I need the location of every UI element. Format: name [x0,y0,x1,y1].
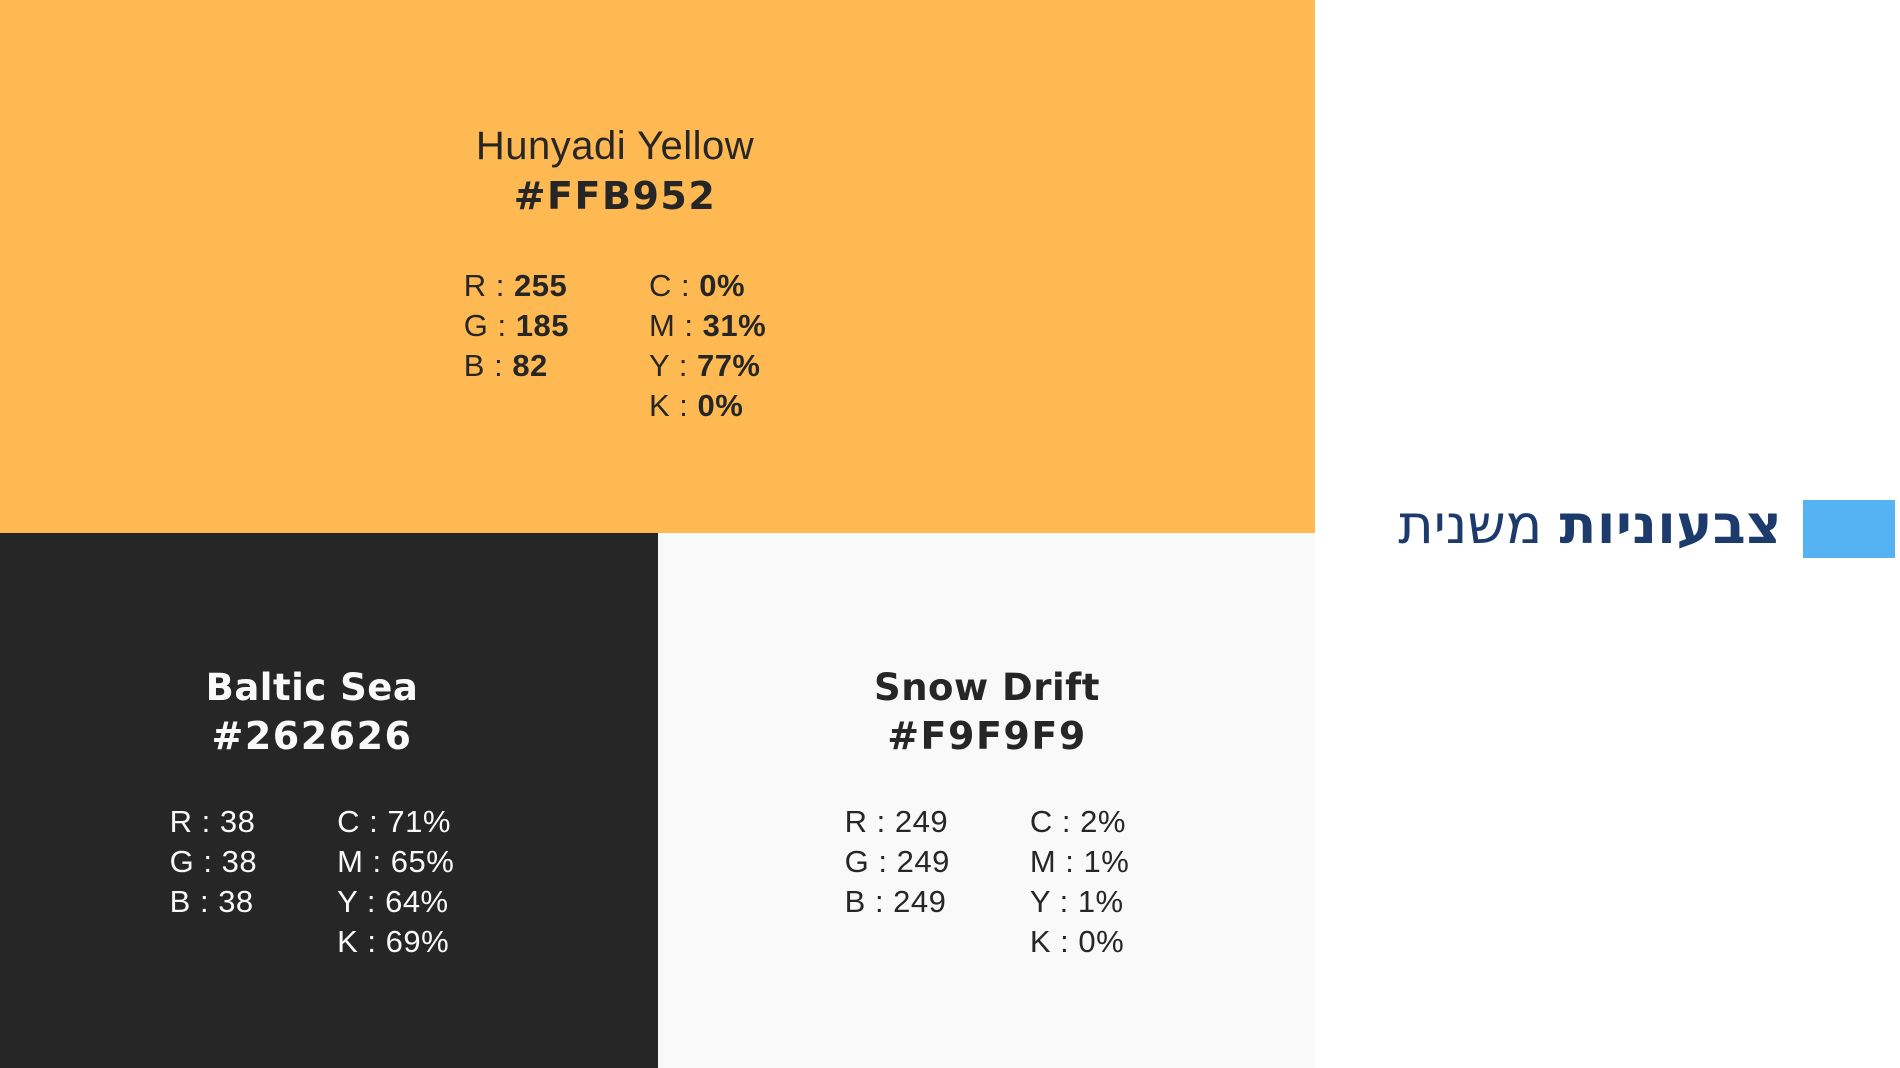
rgb-column: R : 249 G : 249 B : 249 [845,802,950,962]
rgb-label: G : [169,843,222,879]
color-values: R : 255 G : 185 B : 82 C : 0% M : 31% Y … [365,266,865,426]
rgb-row: B : 82 [464,346,569,386]
color-card-content: Snow Drift #F9F9F9 R : 249 G : 249 B : 2… [787,666,1187,962]
cmyk-row: M : 1% [1030,842,1129,882]
cmyk-value: 69% [385,923,450,959]
rgb-label: R : [169,803,220,839]
rgb-value: 249 [896,843,950,879]
color-card-content: Hunyadi Yellow #FFB952 R : 255 G : 185 B… [365,122,865,426]
cmyk-row: C : 0% [649,266,766,306]
rgb-label: B : [463,347,513,383]
rgb-row: B : 249 [845,882,950,922]
cmyk-row: M : 31% [649,306,766,346]
section-title-bold-word: צבעוניות [1559,493,1782,556]
cmyk-column: C : 0% M : 31% Y : 77% K : 0% [649,266,766,426]
cmyk-label: Y : [337,883,386,919]
color-hex-code: #F9F9F9 [887,714,1087,759]
cmyk-value: 0% [699,267,746,303]
cmyk-value: 1% [1083,843,1130,879]
section-title-regular-word: משנית [1398,493,1543,556]
cmyk-value: 0% [1078,923,1125,959]
rgb-row: R : 38 [170,802,257,842]
color-card-hunyadi-yellow: Hunyadi Yellow #FFB952 R : 255 G : 185 B… [0,0,1315,533]
rgb-row: R : 255 [464,266,569,306]
cmyk-label: Y : [1029,883,1078,919]
color-card-baltic-sea: Baltic Sea #262626 R : 38 G : 38 B : 38 … [0,533,658,1068]
cmyk-label: M : [1029,843,1084,879]
cmyk-row: M : 65% [337,842,454,882]
color-name: Hunyadi Yellow [475,124,755,168]
color-values: R : 38 G : 38 B : 38 C : 71% M : 65% Y :… [112,802,512,962]
cmyk-row: Y : 77% [649,346,766,386]
cmyk-value: 31% [702,307,767,343]
rgb-row: B : 38 [170,882,257,922]
rgb-row: G : 185 [464,306,569,346]
cmyk-row: K : 0% [1030,922,1129,962]
cmyk-value: 77% [696,347,761,383]
cmyk-row: C : 2% [1030,802,1129,842]
cmyk-value: 1% [1077,883,1124,919]
rgb-label: R : [844,803,895,839]
rgb-value: 249 [894,803,949,839]
rgb-value: 38 [218,883,254,919]
cmyk-label: Y : [648,347,697,383]
cmyk-value: 65% [390,843,455,879]
rgb-label: R : [463,267,515,303]
cmyk-row: Y : 1% [1030,882,1129,922]
color-name: Baltic Sea [205,666,419,709]
rgb-row: R : 249 [845,802,950,842]
cmyk-row: Y : 64% [337,882,454,922]
cmyk-value: 64% [385,883,449,919]
rgb-column: R : 38 G : 38 B : 38 [170,802,257,962]
cmyk-row: K : 0% [649,386,766,426]
section-title: צבעוניות משנית [1398,493,1782,556]
cmyk-label: C : [337,803,388,839]
color-hex-code: #FFB952 [513,174,717,218]
rgb-label: G : [844,843,897,879]
rgb-value: 38 [221,843,258,879]
cmyk-column: C : 2% M : 1% Y : 1% K : 0% [1030,802,1129,962]
cmyk-label: K : [1029,923,1079,959]
color-name: Snow Drift [874,666,1100,709]
cmyk-label: K : [337,923,386,959]
color-card-content: Baltic Sea #262626 R : 38 G : 38 B : 38 … [112,666,512,962]
cmyk-value: 2% [1080,803,1126,839]
color-values: R : 249 G : 249 B : 249 C : 2% M : 1% Y … [787,802,1187,962]
rgb-row: G : 249 [845,842,950,882]
rgb-label: G : [463,307,516,343]
rgb-column: R : 255 G : 185 B : 82 [464,266,569,426]
cmyk-label: C : [1029,803,1081,839]
cmyk-row: C : 71% [337,802,454,842]
cmyk-row: K : 69% [337,922,454,962]
color-hex-code: #262626 [211,714,413,759]
rgb-label: B : [844,883,894,919]
cmyk-value: 71% [387,803,451,839]
rgb-value: 82 [512,347,548,383]
title-accent-bar [1803,500,1895,558]
rgb-value: 249 [893,883,947,919]
color-card-snow-drift: Snow Drift #F9F9F9 R : 249 G : 249 B : 2… [658,533,1315,1068]
rgb-label: B : [169,883,219,919]
cmyk-value: 0% [697,387,744,423]
cmyk-label: K : [648,387,698,423]
rgb-value: 255 [514,267,568,303]
cmyk-column: C : 71% M : 65% Y : 64% K : 69% [337,802,454,962]
cmyk-label: M : [648,307,703,343]
rgb-value: 185 [515,307,569,343]
cmyk-label: C : [648,267,700,303]
rgb-value: 38 [219,803,256,839]
cmyk-label: M : [337,843,391,879]
rgb-row: G : 38 [170,842,257,882]
